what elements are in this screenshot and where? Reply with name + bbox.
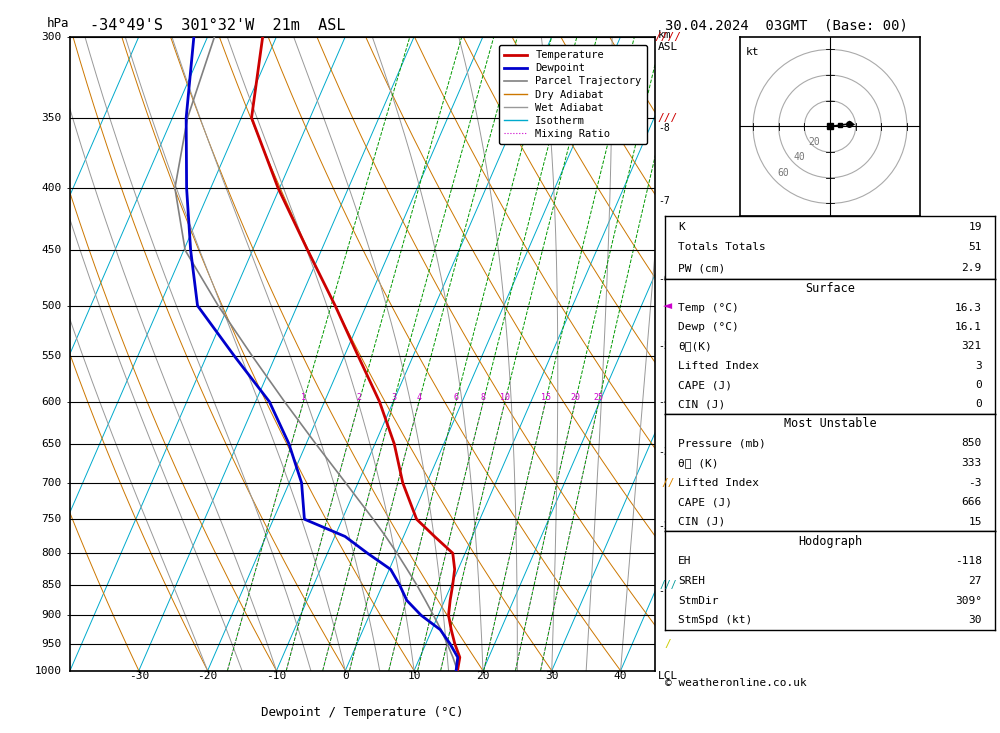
Text: 3: 3	[391, 393, 396, 402]
Text: 400: 400	[41, 183, 61, 194]
Text: θᴇ (K): θᴇ (K)	[678, 458, 719, 468]
Text: ◄: ◄	[663, 298, 673, 313]
Text: Mixing Ratio (g/kg): Mixing Ratio (g/kg)	[703, 290, 713, 418]
Text: 27: 27	[968, 576, 982, 586]
Text: LCL: LCL	[658, 671, 678, 681]
Text: 666: 666	[962, 497, 982, 507]
Text: 16.1: 16.1	[955, 322, 982, 332]
Text: 8: 8	[481, 393, 486, 402]
Text: Lifted Index: Lifted Index	[678, 361, 759, 371]
Text: 800: 800	[41, 548, 61, 559]
Text: 51: 51	[968, 243, 982, 252]
Text: Dewpoint / Temperature (°C): Dewpoint / Temperature (°C)	[261, 706, 464, 718]
Text: //: //	[661, 478, 675, 488]
Text: 350: 350	[41, 113, 61, 123]
Text: CIN (J): CIN (J)	[678, 517, 725, 526]
Text: 900: 900	[41, 610, 61, 620]
Text: 0: 0	[342, 671, 349, 681]
Text: PW (cm): PW (cm)	[678, 263, 725, 273]
Text: © weatheronline.co.uk: © weatheronline.co.uk	[665, 678, 807, 688]
Text: -34°49'S  301°32'W  21m  ASL: -34°49'S 301°32'W 21m ASL	[90, 18, 346, 33]
Text: 40: 40	[793, 152, 805, 162]
Text: -3: -3	[968, 478, 982, 487]
Text: -20: -20	[198, 671, 218, 681]
Text: 60: 60	[778, 168, 790, 177]
Text: 16.3: 16.3	[955, 303, 982, 312]
Text: 15: 15	[968, 517, 982, 526]
Text: 6: 6	[454, 393, 459, 402]
Text: 15: 15	[541, 393, 551, 402]
Text: 0: 0	[975, 380, 982, 390]
Text: -4: -4	[658, 397, 670, 407]
Text: -8: -8	[658, 123, 670, 133]
Text: 750: 750	[41, 514, 61, 524]
Text: Totals Totals: Totals Totals	[678, 243, 766, 252]
Text: 30: 30	[545, 671, 559, 681]
Text: ///: ///	[658, 113, 678, 123]
Text: 2.9: 2.9	[962, 263, 982, 273]
Text: 0: 0	[975, 399, 982, 410]
Text: -30: -30	[129, 671, 149, 681]
Text: 25: 25	[594, 393, 604, 402]
Text: Pressure (mb): Pressure (mb)	[678, 438, 766, 449]
Text: θᴇ(K): θᴇ(K)	[678, 342, 712, 351]
Text: 700: 700	[41, 478, 61, 488]
Text: 20: 20	[570, 393, 580, 402]
Text: Most Unstable: Most Unstable	[784, 417, 876, 430]
Text: StmDir: StmDir	[678, 596, 719, 605]
Text: hPa: hPa	[47, 18, 69, 30]
Text: 450: 450	[41, 245, 61, 255]
Text: 500: 500	[41, 301, 61, 311]
Text: -10: -10	[266, 671, 287, 681]
Text: -7: -7	[658, 196, 670, 206]
Text: 1000: 1000	[34, 666, 61, 676]
Text: K: K	[678, 221, 685, 232]
Text: 3: 3	[975, 361, 982, 371]
Text: SREH: SREH	[678, 576, 705, 586]
Text: CIN (J): CIN (J)	[678, 399, 725, 410]
Text: kt: kt	[745, 47, 759, 57]
Text: 20: 20	[809, 137, 820, 147]
Text: CAPE (J): CAPE (J)	[678, 497, 732, 507]
Text: ///: ///	[659, 580, 677, 590]
Text: 30.04.2024  03GMT  (Base: 00): 30.04.2024 03GMT (Base: 00)	[665, 19, 908, 33]
Text: /: /	[665, 638, 671, 649]
Text: 321: 321	[962, 342, 982, 351]
Text: -2: -2	[658, 521, 670, 531]
Text: 850: 850	[962, 438, 982, 449]
Text: 333: 333	[962, 458, 982, 468]
Text: km
ASL: km ASL	[658, 30, 678, 52]
Text: -5: -5	[658, 341, 670, 351]
Text: 20: 20	[476, 671, 490, 681]
Legend: Temperature, Dewpoint, Parcel Trajectory, Dry Adiabat, Wet Adiabat, Isotherm, Mi: Temperature, Dewpoint, Parcel Trajectory…	[499, 45, 647, 144]
Text: 600: 600	[41, 397, 61, 407]
Text: -1: -1	[658, 586, 670, 596]
Text: Hodograph: Hodograph	[798, 535, 862, 548]
Text: Surface: Surface	[805, 281, 855, 295]
Text: ////: ////	[654, 32, 682, 42]
Text: 10: 10	[500, 393, 510, 402]
Text: CAPE (J): CAPE (J)	[678, 380, 732, 390]
Text: -6: -6	[658, 273, 670, 284]
Text: 2: 2	[357, 393, 362, 402]
Text: 309°: 309°	[955, 596, 982, 605]
Text: Temp (°C): Temp (°C)	[678, 303, 739, 312]
Text: -118: -118	[955, 556, 982, 566]
Text: -3: -3	[658, 447, 670, 457]
Text: 550: 550	[41, 351, 61, 361]
Text: 19: 19	[968, 221, 982, 232]
Text: 1: 1	[301, 393, 306, 402]
Text: 10: 10	[407, 671, 421, 681]
Text: 40: 40	[614, 671, 627, 681]
Text: StmSpd (kt): StmSpd (kt)	[678, 616, 752, 625]
Text: 850: 850	[41, 580, 61, 590]
Text: Lifted Index: Lifted Index	[678, 478, 759, 487]
Text: 4: 4	[417, 393, 422, 402]
Text: Dewp (°C): Dewp (°C)	[678, 322, 739, 332]
Text: 950: 950	[41, 638, 61, 649]
Text: EH: EH	[678, 556, 692, 566]
Text: 30: 30	[968, 616, 982, 625]
Text: 300: 300	[41, 32, 61, 42]
Text: 650: 650	[41, 439, 61, 449]
